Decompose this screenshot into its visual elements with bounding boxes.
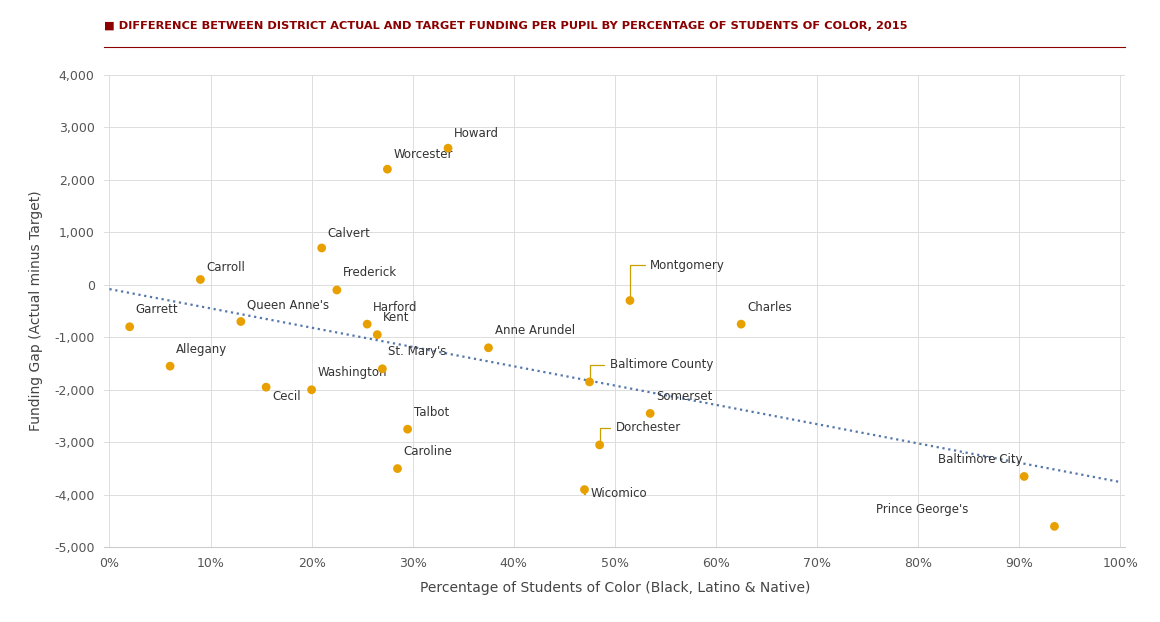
- Text: Queen Anne's: Queen Anne's: [247, 298, 329, 311]
- Text: Allegany: Allegany: [176, 343, 227, 356]
- Text: Anne Arundel: Anne Arundel: [494, 324, 574, 337]
- Point: [256, 382, 275, 392]
- Point: [374, 364, 392, 374]
- Text: Howard: Howard: [454, 128, 499, 141]
- Text: Carroll: Carroll: [206, 261, 246, 274]
- Text: St. Mary's: St. Mary's: [389, 345, 447, 358]
- Text: Calvert: Calvert: [328, 227, 371, 240]
- Text: ■ DIFFERENCE BETWEEN DISTRICT ACTUAL AND TARGET FUNDING PER PUPIL BY PERCENTAGE : ■ DIFFERENCE BETWEEN DISTRICT ACTUAL AND…: [104, 21, 908, 31]
- Text: Washington: Washington: [318, 366, 387, 379]
- Point: [327, 285, 346, 295]
- Point: [398, 424, 416, 434]
- Text: Talbot: Talbot: [414, 406, 449, 419]
- Point: [378, 164, 397, 174]
- X-axis label: Percentage of Students of Color (Black, Latino & Native): Percentage of Students of Color (Black, …: [420, 581, 810, 595]
- Text: Frederick: Frederick: [343, 266, 397, 279]
- Text: Cecil: Cecil: [273, 390, 300, 403]
- Text: Dorchester: Dorchester: [600, 422, 681, 442]
- Text: Baltimore County: Baltimore County: [589, 358, 713, 379]
- Point: [580, 377, 599, 387]
- Text: Garrett: Garrett: [136, 304, 179, 316]
- Text: Caroline: Caroline: [404, 445, 452, 458]
- Point: [358, 319, 377, 329]
- Point: [312, 243, 331, 253]
- Point: [368, 330, 386, 340]
- Point: [590, 440, 609, 450]
- Point: [479, 343, 498, 353]
- Point: [121, 322, 139, 332]
- Text: Prince George's: Prince George's: [876, 503, 967, 516]
- Point: [303, 385, 321, 395]
- Point: [1015, 471, 1034, 481]
- Point: [438, 143, 457, 153]
- Text: Baltimore City: Baltimore City: [938, 453, 1023, 466]
- Point: [732, 319, 751, 329]
- Point: [161, 361, 180, 371]
- Text: Montgomery: Montgomery: [630, 259, 725, 298]
- Point: [621, 295, 639, 305]
- Point: [191, 274, 210, 284]
- Point: [389, 463, 407, 473]
- Y-axis label: Funding Gap (Actual minus Target): Funding Gap (Actual minus Target): [29, 191, 43, 431]
- Text: Charles: Charles: [747, 300, 792, 313]
- Point: [640, 409, 659, 419]
- Point: [232, 317, 251, 327]
- Text: Harford: Harford: [374, 300, 418, 313]
- Point: [1045, 521, 1064, 531]
- Text: Kent: Kent: [383, 311, 409, 324]
- Text: Wicomico: Wicomico: [585, 487, 647, 500]
- Point: [575, 485, 594, 494]
- Text: Worcester: Worcester: [393, 148, 452, 161]
- Text: Somerset: Somerset: [657, 390, 712, 403]
